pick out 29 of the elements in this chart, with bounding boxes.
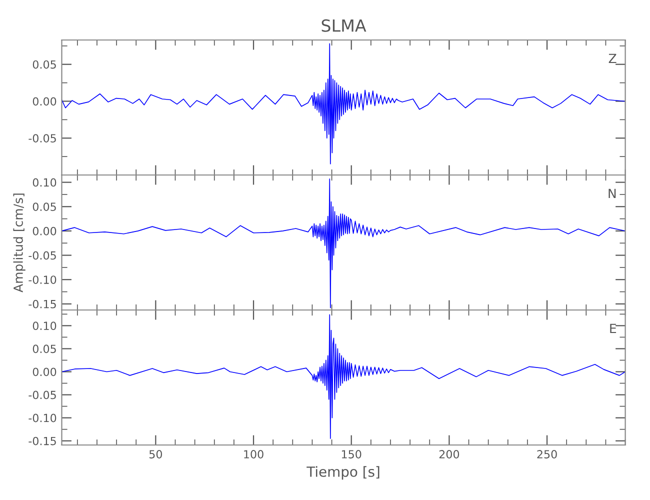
y-tick-label: 0.10 <box>32 178 56 187</box>
y-tick-label: -0.05 <box>28 134 56 142</box>
y-tick-label: -0.05 <box>28 251 56 260</box>
y-tick-label: -0.05 <box>28 390 56 400</box>
x-tick-label: 200 <box>439 450 460 458</box>
line-series <box>62 43 625 164</box>
y-tick-label: -0.10 <box>28 276 56 284</box>
text: N <box>608 188 616 198</box>
x-tick-label: 100 <box>244 450 264 458</box>
y-tick-label: -0.10 <box>28 414 56 422</box>
y-axis-title: Amplitud [cm/s] <box>13 194 26 292</box>
x-tick-label: 50 <box>149 450 162 458</box>
y-tick-label: 0.00 <box>32 368 56 376</box>
y-tick-label: -0.15 <box>28 300 56 308</box>
y-tick-label: 0.05 <box>32 344 56 354</box>
y-tick-label: 0.10 <box>32 322 56 330</box>
x-tick-label: 250 <box>537 450 557 458</box>
chart-title: SLMA <box>322 19 366 32</box>
text: E <box>610 324 616 333</box>
text: Z <box>608 54 616 63</box>
y-tick-label: 0.00 <box>32 226 56 236</box>
y-tick-label: 0.00 <box>32 97 56 106</box>
line-series <box>62 178 626 308</box>
x-axis-title: Tiempo [s] <box>306 466 380 480</box>
line-series <box>62 314 626 439</box>
y-tick-label: -0.15 <box>28 436 56 446</box>
y-tick-label: 0.05 <box>32 202 56 211</box>
x-tick-label: 150 <box>342 450 362 458</box>
y-tick-label: 0.05 <box>32 60 56 69</box>
